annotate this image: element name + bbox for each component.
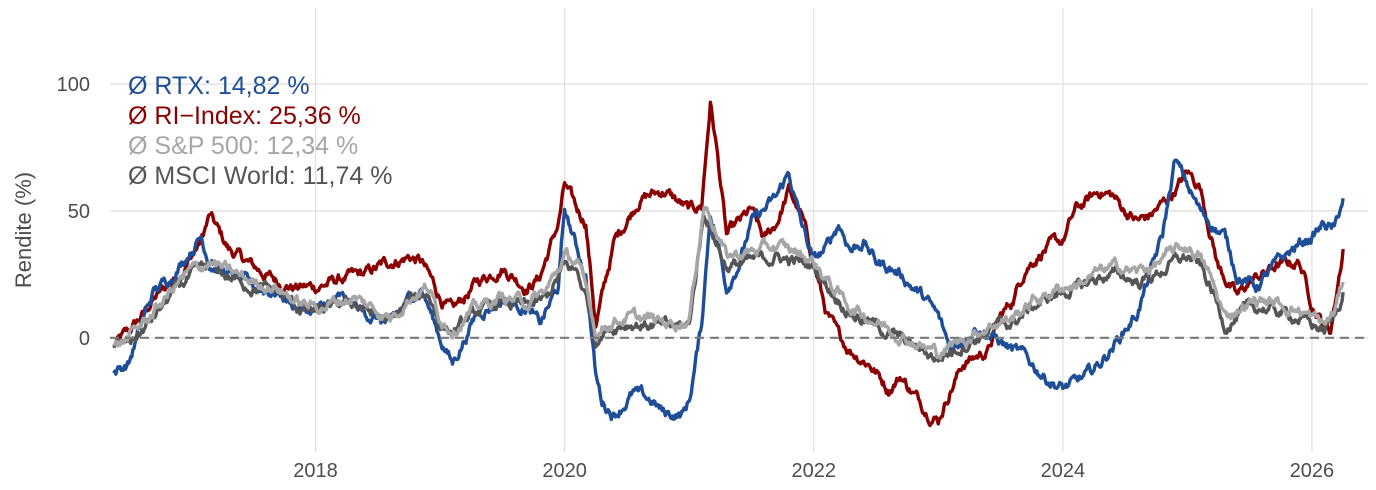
y-axis-title: Rendite (%) (11, 172, 36, 288)
legend-entry-2: Ø S&P 500: 12,34 % (128, 132, 358, 160)
series-line-3 (112, 205, 1345, 360)
legend-entry-0: Ø RTX: 14,82 % (128, 72, 310, 100)
y-tick-label-0: 0 (79, 328, 90, 350)
x-tick-label-3: 2024 (1041, 460, 1086, 482)
legend: Ø RTX: 14,82 %Ø RI−Index: 25,36 %Ø S&P 5… (128, 72, 392, 190)
x-tick-label-2: 2022 (791, 460, 836, 482)
x-tick-label-0: 2018 (293, 460, 338, 482)
y-tick-label-2: 100 (57, 74, 90, 96)
x-tick-label-1: 2020 (542, 460, 587, 482)
y-tick-label-1: 50 (68, 201, 90, 223)
series-line-0 (112, 100, 1345, 428)
series-lines (112, 100, 1345, 428)
x-tick-label-4: 2026 (1290, 460, 1335, 482)
legend-entry-1: Ø RI−Index: 25,36 % (128, 102, 361, 130)
grid-lines (110, 8, 1368, 452)
axis-labels: 2018 2020 2022 2024 2026 0 50 100 (57, 74, 1335, 482)
series-line-2 (112, 214, 1345, 363)
legend-entry-3: Ø MSCI World: 11,74 % (128, 162, 392, 190)
